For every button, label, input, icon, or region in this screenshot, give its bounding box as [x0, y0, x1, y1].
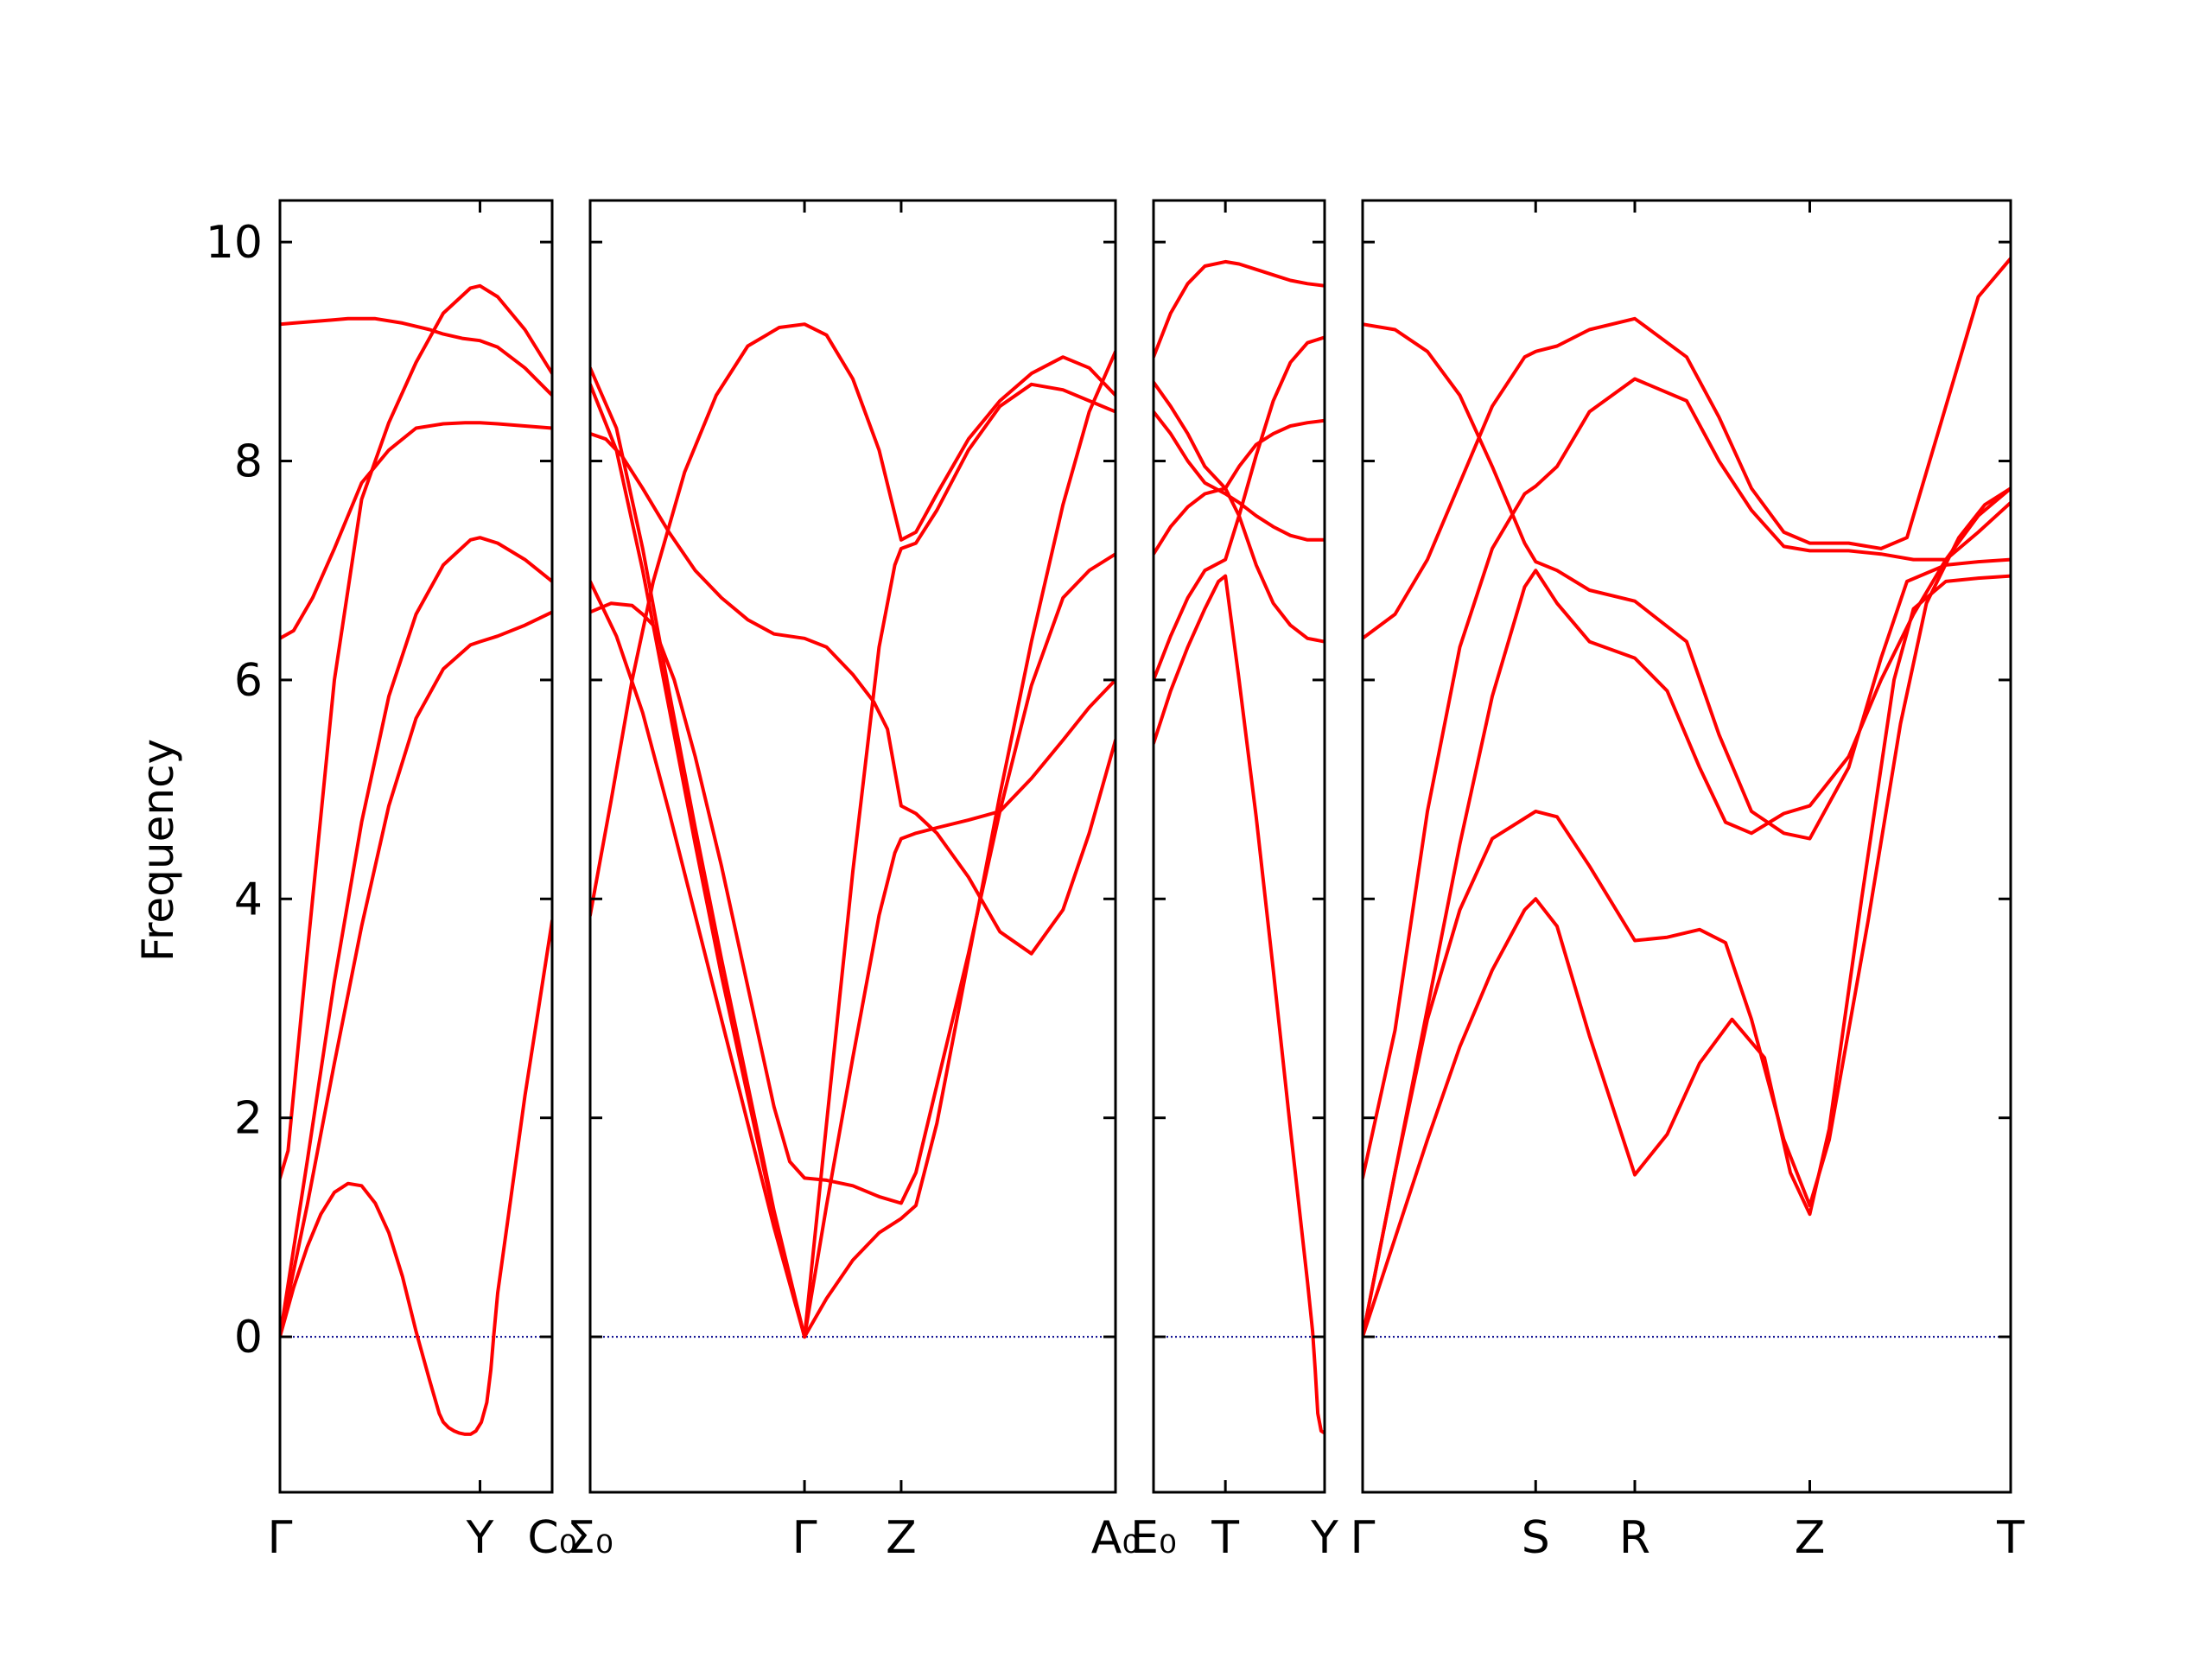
band-4 — [1154, 418, 1325, 556]
panel-frame — [1361, 199, 2012, 1494]
band-5 — [1363, 486, 2011, 1339]
x-tick-label: Σ₀ — [567, 1512, 613, 1564]
band-lines — [1363, 257, 2011, 1339]
band-2 — [1363, 257, 2011, 640]
panel-1: Γ Y C₀ — [268, 199, 577, 1564]
band-5 — [590, 382, 807, 1339]
x-tick-label: R — [1619, 1512, 1650, 1564]
x-tick-label: Z — [1795, 1512, 1826, 1564]
band-6 — [1363, 574, 2011, 1339]
x-tick-label: Γ — [268, 1512, 293, 1564]
x-tick-label: A₀ — [1091, 1512, 1140, 1564]
band-9 — [803, 349, 1116, 1339]
panel-3: E₀ T Y — [1130, 199, 1338, 1564]
band-1 — [1154, 259, 1325, 359]
band-1 — [280, 316, 552, 397]
y-axis-label: Frequency — [133, 739, 183, 962]
band-1 — [590, 322, 1116, 918]
band-3 — [1154, 410, 1325, 542]
x-tick-label: E₀ — [1130, 1512, 1177, 1564]
x-tick-label: Γ — [792, 1512, 817, 1564]
band-6 — [280, 918, 552, 1436]
panel-2: Σ₀ Γ Z A₀ — [567, 199, 1140, 1564]
x-tick-label: S — [1522, 1512, 1550, 1564]
band-5 — [1154, 335, 1325, 682]
x-tick-label: C₀ — [527, 1512, 576, 1564]
band-4 — [1363, 486, 2011, 1339]
y-tick-label: 10 — [206, 217, 263, 269]
band-5 — [280, 610, 552, 1339]
panel-frame — [588, 199, 1117, 1494]
y-tick-label: 2 — [234, 1093, 263, 1145]
x-tick-label: Γ — [1351, 1512, 1376, 1564]
band-8 — [803, 677, 1116, 1339]
y-tick-label: 6 — [234, 655, 263, 707]
band-lines — [1154, 259, 1325, 1435]
y-tick-label: 0 — [234, 1312, 263, 1363]
band-7 — [803, 382, 1116, 1339]
y-tick-label: 4 — [234, 874, 263, 925]
band-6 — [590, 579, 807, 1339]
x-tick-label: Y — [1310, 1512, 1338, 1564]
x-tick-label: T — [1211, 1512, 1239, 1564]
x-tick-label: Z — [886, 1512, 917, 1564]
y-tick-label: 8 — [234, 436, 263, 488]
band-2 — [590, 431, 1116, 956]
panel-frame — [1152, 199, 1326, 1494]
band-4 — [280, 536, 552, 1339]
band-6 — [1154, 574, 1325, 1435]
x-tick-label: T — [1996, 1512, 2024, 1564]
band-3 — [280, 283, 552, 1180]
band-3 — [1363, 377, 2011, 1180]
band-lines — [590, 322, 1116, 1339]
band-lines — [280, 283, 552, 1436]
panel-frame — [278, 199, 554, 1494]
y-axis: 0 2 4 6 8 10 — [206, 217, 263, 1363]
band-2 — [280, 421, 552, 640]
band-1 — [1363, 322, 2011, 841]
x-tick-label: Y — [466, 1512, 494, 1564]
